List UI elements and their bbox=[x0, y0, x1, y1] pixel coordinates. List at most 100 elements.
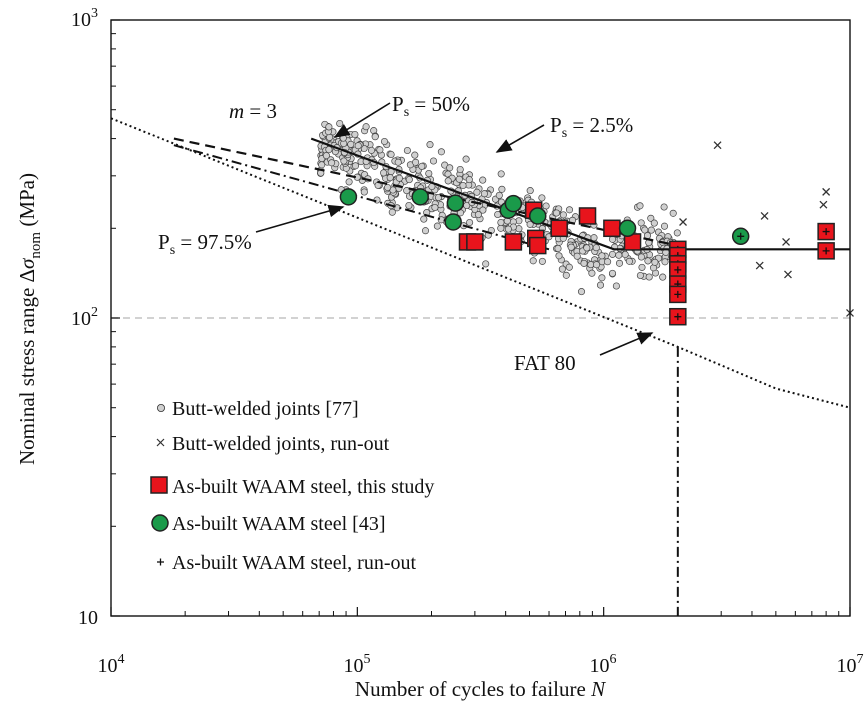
data-point-waam-this-study bbox=[528, 236, 547, 255]
data-point-waam-43 bbox=[444, 213, 462, 231]
data-point-butt-welded bbox=[608, 250, 617, 258]
data-point-butt-welded bbox=[380, 137, 389, 146]
legend-marker-waam-43 bbox=[151, 514, 169, 532]
data-point-butt-welded bbox=[403, 187, 411, 195]
data-point-butt-welded bbox=[403, 146, 411, 155]
data-point-butt-welded bbox=[371, 133, 379, 141]
data-point-runout-x bbox=[822, 187, 831, 196]
data-point-waam-runout-plus bbox=[822, 228, 830, 236]
data-point-runout-x bbox=[679, 218, 687, 226]
annotation-slope: m = 3 bbox=[229, 99, 277, 123]
data-point-waam-43 bbox=[504, 194, 523, 213]
data-point-butt-welded bbox=[558, 265, 566, 273]
data-point-butt-welded bbox=[426, 141, 434, 149]
data-point-runout-x bbox=[713, 141, 722, 150]
legend-label-waam-43: As-built WAAM steel [43] bbox=[172, 513, 386, 535]
data-point-butt-welded bbox=[318, 161, 326, 169]
data-point-butt-welded bbox=[328, 159, 336, 167]
data-point-butt-welded bbox=[608, 269, 617, 277]
legend-label-butt-welded: Butt-welded joints [77] bbox=[172, 398, 359, 420]
data-point-butt-welded bbox=[446, 164, 454, 172]
data-point-butt-welded bbox=[588, 269, 596, 277]
data-point-waam-runout-plus bbox=[674, 290, 682, 298]
data-point-butt-welded bbox=[380, 169, 388, 177]
data-point-butt-welded bbox=[660, 222, 669, 230]
data-point-waam-this-study bbox=[466, 233, 484, 251]
arrow-ps975 bbox=[255, 204, 345, 233]
data-point-butt-welded bbox=[604, 258, 612, 266]
data-point-butt-welded bbox=[479, 176, 487, 184]
data-point-butt-welded bbox=[651, 258, 659, 266]
data-point-butt-welded bbox=[354, 142, 362, 150]
data-point-butt-welded bbox=[565, 263, 573, 271]
data-point-butt-welded bbox=[474, 211, 482, 219]
data-point-butt-welded bbox=[384, 183, 392, 192]
annotation-ps25: Ps = 2.5% bbox=[550, 113, 633, 141]
data-point-waam-43 bbox=[446, 194, 465, 212]
arrow-fat bbox=[599, 332, 654, 356]
plot-frame bbox=[110, 19, 851, 617]
x-axis-title: Number of cycles to failure N bbox=[355, 677, 606, 701]
data-point-waam-runout-plus bbox=[737, 232, 745, 240]
data-point-butt-welded bbox=[554, 244, 562, 253]
data-point-runout-x bbox=[819, 200, 828, 209]
data-point-butt-welded bbox=[325, 146, 333, 154]
data-point-butt-welded bbox=[504, 225, 512, 233]
annotation-fat: FAT 80 bbox=[514, 351, 576, 375]
data-point-butt-welded bbox=[636, 202, 644, 210]
legend: Butt-welded joints [77] Butt-welded join… bbox=[150, 398, 434, 574]
data-point-waam-43 bbox=[411, 188, 429, 206]
data-point-butt-welded bbox=[647, 226, 655, 234]
data-point-butt-welded bbox=[387, 150, 395, 159]
data-point-waam-runout-plus bbox=[674, 313, 682, 321]
data-point-butt-welded bbox=[479, 206, 487, 214]
data-point-butt-welded bbox=[538, 257, 546, 265]
data-point-butt-welded bbox=[405, 176, 413, 184]
data-point-butt-welded bbox=[394, 158, 402, 166]
data-point-butt-welded bbox=[405, 201, 413, 210]
data-point-runout-x bbox=[760, 211, 769, 220]
data-point-runout-x bbox=[782, 237, 791, 246]
data-point-butt-welded bbox=[347, 140, 355, 148]
data-point-butt-welded bbox=[367, 146, 376, 154]
data-point-butt-welded bbox=[645, 273, 653, 281]
data-point-butt-welded bbox=[351, 130, 359, 139]
data-point-butt-welded bbox=[555, 252, 563, 260]
data-point-butt-welded bbox=[598, 252, 606, 260]
data-point-butt-welded bbox=[659, 273, 667, 281]
data-point-butt-welded bbox=[411, 151, 419, 159]
data-point-butt-welded bbox=[559, 211, 567, 219]
data-point-butt-welded bbox=[459, 181, 467, 190]
data-point-butt-welded bbox=[497, 170, 505, 178]
data-point-butt-welded bbox=[395, 174, 403, 182]
arrow-ps50 bbox=[333, 102, 391, 138]
data-point-butt-welded bbox=[497, 224, 505, 232]
data-point-butt-welded bbox=[565, 206, 574, 214]
data-point-waam-this-study bbox=[550, 219, 568, 238]
data-point-butt-welded bbox=[322, 152, 330, 160]
data-point-butt-welded bbox=[339, 134, 347, 142]
data-point-butt-welded bbox=[466, 218, 474, 227]
data-point-butt-welded bbox=[647, 214, 655, 222]
data-point-butt-welded bbox=[420, 215, 428, 223]
data-point-butt-welded bbox=[362, 123, 370, 131]
data-point-butt-welded bbox=[660, 203, 668, 211]
data-point-butt-welded bbox=[673, 229, 681, 237]
data-point-butt-welded bbox=[456, 165, 464, 174]
data-point-butt-welded bbox=[465, 176, 473, 184]
data-point-butt-welded bbox=[638, 263, 646, 271]
annotation-ps50: Ps = 50% bbox=[392, 92, 470, 120]
data-point-runout-x bbox=[784, 270, 792, 279]
data-point-butt-welded bbox=[455, 175, 463, 183]
data-point-butt-welded bbox=[421, 227, 430, 235]
data-point-butt-welded bbox=[612, 282, 620, 290]
x-tick-label-1e5: 105 bbox=[344, 652, 371, 677]
data-point-butt-welded bbox=[526, 220, 534, 228]
data-point-butt-welded bbox=[444, 177, 452, 185]
data-point-butt-welded bbox=[425, 169, 433, 178]
data-point-butt-welded bbox=[336, 119, 344, 128]
data-point-butt-welded bbox=[473, 188, 481, 196]
data-point-butt-welded bbox=[429, 157, 438, 165]
data-point-butt-welded bbox=[462, 155, 470, 163]
